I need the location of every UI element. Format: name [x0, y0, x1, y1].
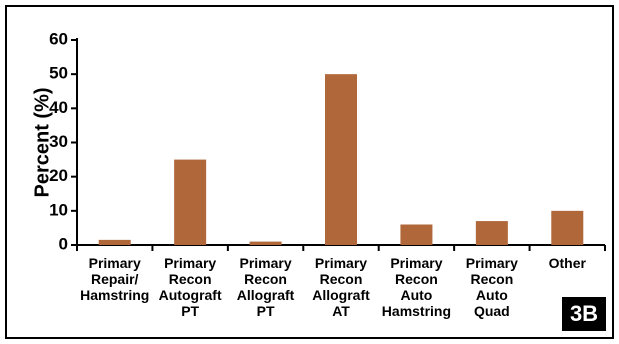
x-tick-label: Primary Recon Allograft PT	[237, 255, 295, 319]
bars	[98, 74, 584, 246]
x-tick-label: Primary Recon Autograft PT	[159, 255, 222, 319]
y-tick-label: 60	[49, 29, 68, 48]
bar	[325, 74, 357, 246]
x-tick-label: Primary Recon Allograft AT	[312, 255, 370, 319]
y-tick-label: 40	[49, 98, 68, 117]
y-tick-label: 50	[49, 64, 68, 83]
y-tick-label: 0	[59, 234, 68, 253]
bar	[98, 239, 131, 245]
bar	[475, 221, 508, 245]
chart-frame: Percent (%) 0 10 20 30 40 50 60 Primary Repair/…	[5, 5, 614, 339]
bar	[551, 210, 584, 245]
y-axis-title-group: Percent (%)	[31, 87, 53, 197]
bar	[249, 241, 282, 245]
figure-label: 3B	[562, 297, 606, 331]
y-axis-title: Percent (%)	[31, 87, 53, 197]
x-tick-label: Primary Recon Auto Hamstring	[382, 255, 451, 319]
bar	[174, 159, 207, 245]
bar	[400, 224, 433, 245]
y-tick-label: 20	[49, 166, 68, 185]
y-axis-ticks: 0 10 20 30 40 50 60	[49, 29, 77, 253]
bar-chart: Percent (%) 0 10 20 30 40 50 60 Primary Repair/…	[31, 29, 606, 319]
y-tick-label: 10	[49, 200, 68, 219]
y-tick-label: 30	[49, 132, 68, 151]
x-tick-label: Primary Recon Auto Quad	[466, 255, 518, 319]
x-tick-label: Primary Repair/Hamstring	[80, 255, 149, 303]
x-tick-label: Other	[549, 255, 587, 271]
